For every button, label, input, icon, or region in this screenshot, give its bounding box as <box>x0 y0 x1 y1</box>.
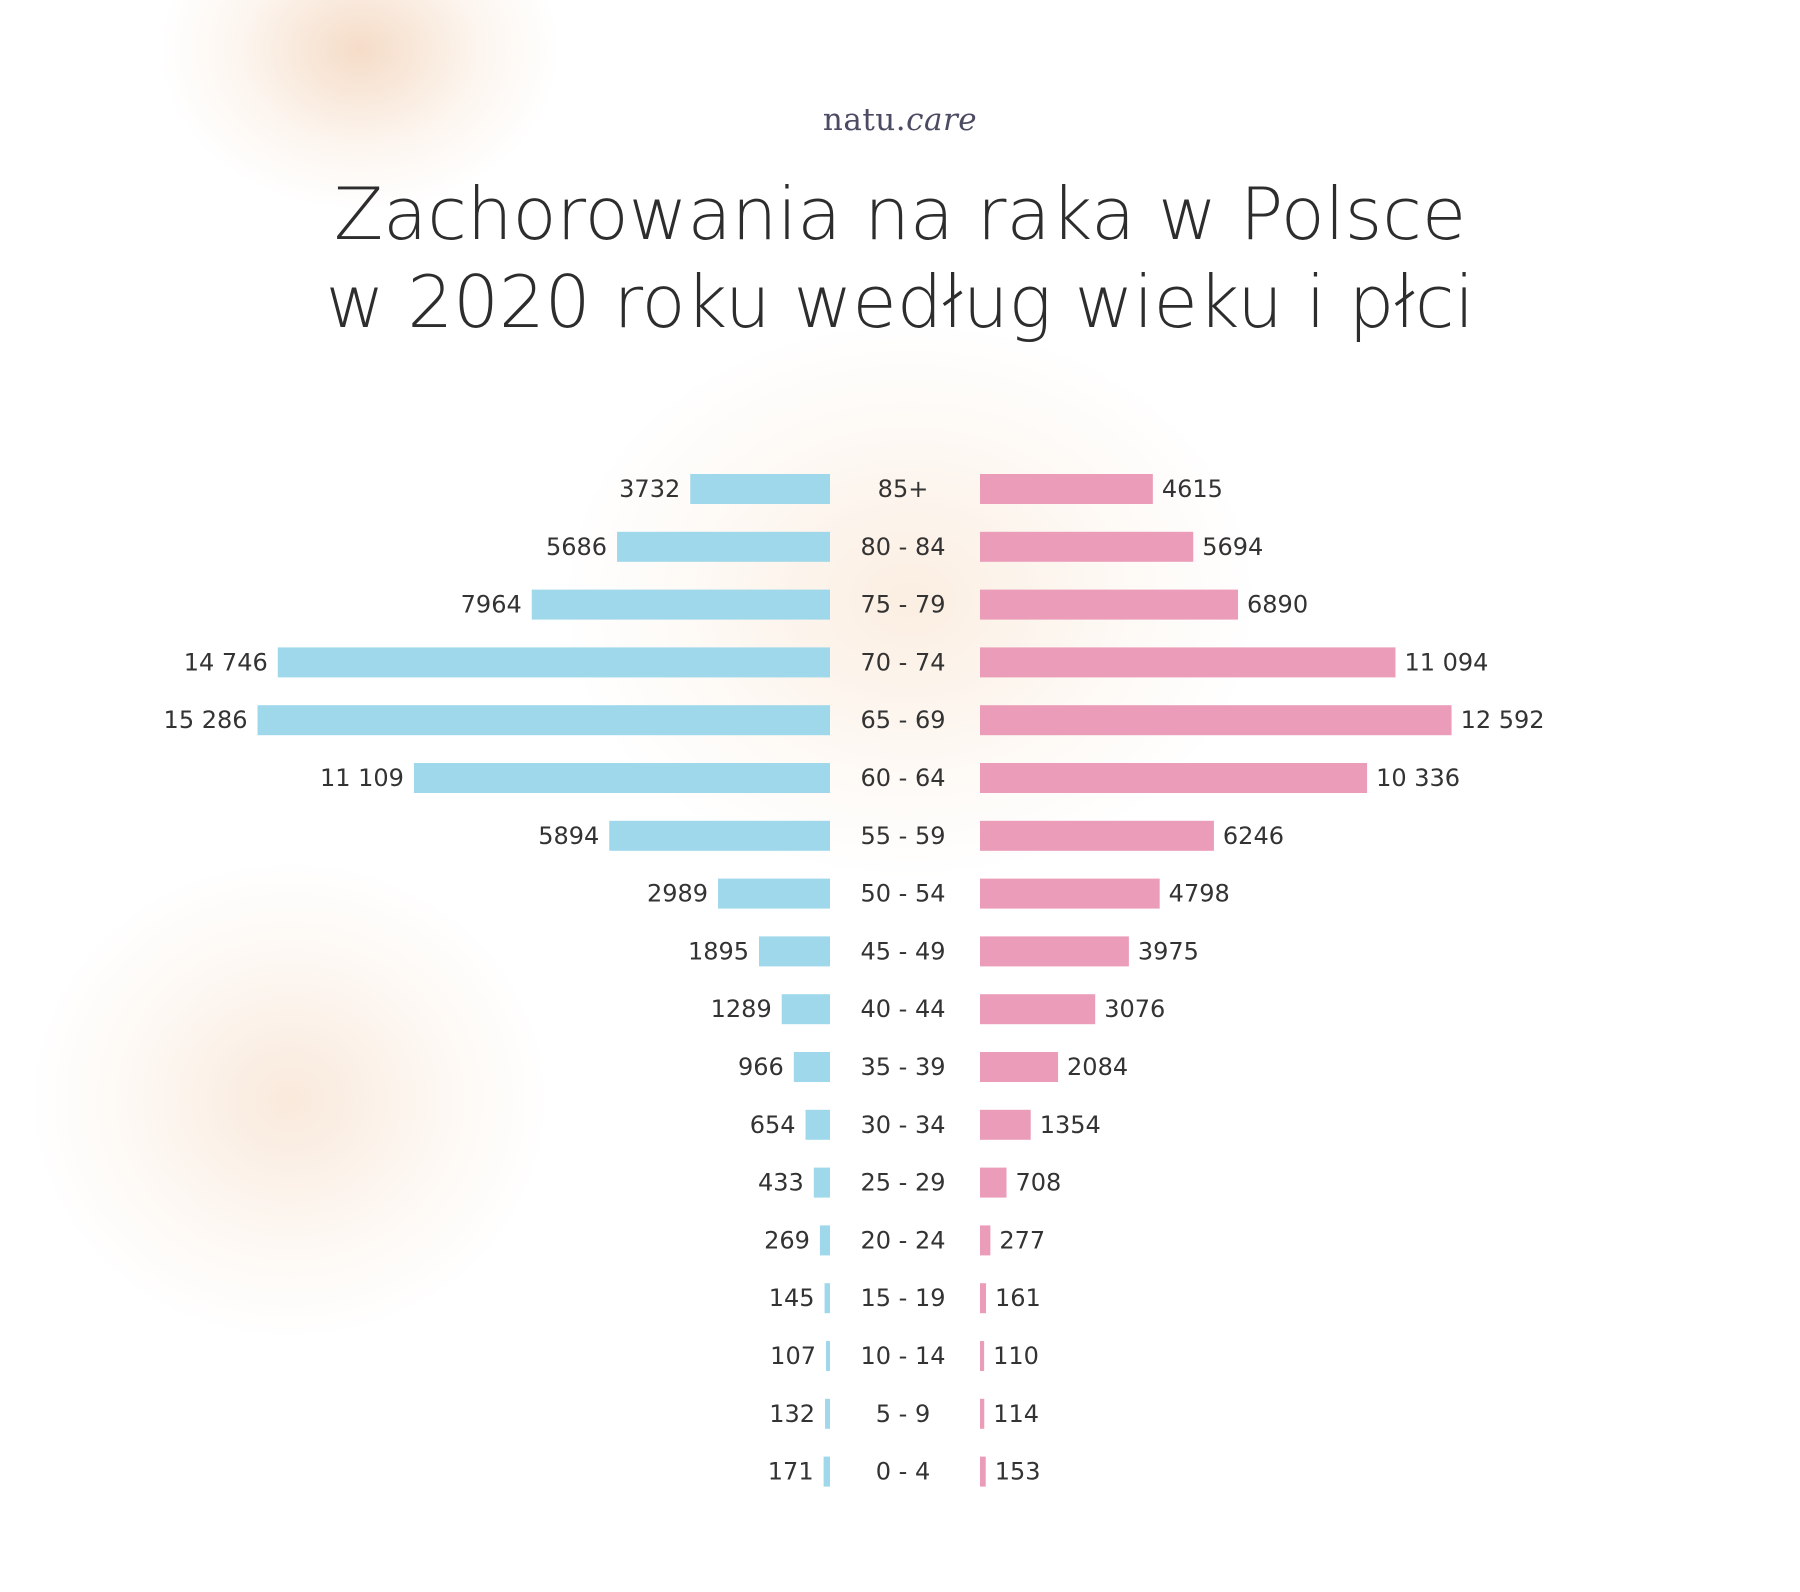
bar-series-2 <box>980 705 1452 736</box>
data-label-series-1: 5894 <box>538 822 599 850</box>
data-label-series-2: 12 592 <box>1461 706 1545 734</box>
data-label-series-2: 5694 <box>1202 533 1263 561</box>
age-group-label: 65 - 69 <box>861 706 946 734</box>
bar-series-1 <box>793 1052 830 1082</box>
logo-brand: natu. <box>822 102 907 138</box>
data-label-series-1: 2989 <box>647 880 708 908</box>
data-label-series-1: 269 <box>764 1226 810 1254</box>
data-label-series-1: 15 286 <box>164 706 248 734</box>
data-label-series-1: 132 <box>769 1400 815 1428</box>
data-label-series-2: 708 <box>1016 1169 1062 1197</box>
bar-series-1 <box>781 994 830 1025</box>
bar-series-1 <box>824 1283 830 1314</box>
age-group-label: 80 - 84 <box>861 533 946 561</box>
brand-logo: natu.care <box>0 102 1800 138</box>
bar-series-2 <box>980 647 1396 678</box>
bar-series-1 <box>823 1456 830 1487</box>
bar-series-1 <box>813 1167 830 1198</box>
data-label-series-2: 6246 <box>1223 822 1284 850</box>
bar-series-1 <box>277 647 830 678</box>
bar-series-2 <box>980 1398 985 1429</box>
bar-series-2 <box>980 474 1153 504</box>
data-label-series-1: 11 109 <box>320 764 404 792</box>
age-group-label: 70 - 74 <box>861 648 946 676</box>
data-label-series-2: 6890 <box>1247 591 1308 619</box>
data-label-series-2: 2084 <box>1067 1053 1128 1081</box>
bar-series-2 <box>980 531 1194 562</box>
data-label-series-1: 654 <box>750 1111 796 1139</box>
age-group-label: 5 - 9 <box>876 1400 930 1428</box>
age-group-label: 55 - 59 <box>861 822 946 850</box>
bar-series-2 <box>980 763 1368 793</box>
age-group-label: 15 - 19 <box>861 1284 946 1312</box>
bar-series-2 <box>980 1225 991 1256</box>
age-group-label: 50 - 54 <box>861 880 946 908</box>
data-label-series-2: 11 094 <box>1404 648 1488 676</box>
bar-series-1 <box>805 1109 830 1140</box>
bar-series-1 <box>825 1341 830 1371</box>
age-group-label: 10 - 14 <box>861 1342 946 1370</box>
data-label-series-1: 433 <box>758 1169 804 1197</box>
data-label-series-2: 277 <box>999 1226 1045 1254</box>
bar-series-2 <box>980 1283 987 1314</box>
chart-title: Zachorowania na raka w Polsce w 2020 rok… <box>0 170 1800 346</box>
data-label-series-2: 114 <box>993 1400 1039 1428</box>
bar-series-1 <box>609 820 830 851</box>
age-group-label: 75 - 79 <box>861 591 946 619</box>
data-label-series-2: 1354 <box>1040 1111 1101 1139</box>
logo-suffix: care <box>906 102 978 138</box>
bar-series-2 <box>980 1052 1059 1082</box>
age-group-label: 35 - 39 <box>861 1053 946 1081</box>
data-label-series-2: 110 <box>993 1342 1039 1370</box>
data-label-series-1: 7964 <box>461 591 522 619</box>
data-label-series-1: 1895 <box>688 937 749 965</box>
chart-title-line-1: Zachorowania na raka w Polsce <box>333 172 1467 256</box>
data-label-series-2: 4615 <box>1162 475 1223 503</box>
bar-series-1 <box>531 589 830 620</box>
bar-series-1 <box>825 1398 830 1429</box>
data-label-series-2: 161 <box>995 1284 1041 1312</box>
bar-series-1 <box>617 531 830 562</box>
data-label-series-2: 10 336 <box>1376 764 1460 792</box>
bar-series-2 <box>980 936 1129 967</box>
bar-series-1 <box>759 936 830 967</box>
data-label-series-2: 3076 <box>1104 995 1165 1023</box>
bar-series-1 <box>690 474 830 504</box>
chart-title-line-2: w 2020 roku według wieku i płci <box>325 260 1475 344</box>
data-label-series-1: 171 <box>768 1458 814 1486</box>
data-label-series-1: 5686 <box>546 533 607 561</box>
age-group-label: 20 - 24 <box>861 1226 946 1254</box>
data-label-series-1: 145 <box>769 1284 815 1312</box>
bar-series-2 <box>980 1341 985 1371</box>
age-group-label: 45 - 49 <box>861 937 946 965</box>
bar-series-2 <box>980 994 1096 1025</box>
bar-series-2 <box>980 1167 1007 1198</box>
bar-series-2 <box>980 820 1214 851</box>
age-group-label: 85+ <box>878 475 929 503</box>
bar-series-1 <box>718 878 830 909</box>
data-label-series-1: 3732 <box>619 475 680 503</box>
bar-series-1 <box>257 705 830 736</box>
age-group-label: 0 - 4 <box>876 1458 930 1486</box>
data-label-series-1: 966 <box>738 1053 784 1081</box>
data-label-series-2: 3975 <box>1138 937 1199 965</box>
age-group-label: 30 - 34 <box>861 1111 946 1139</box>
age-group-label: 60 - 64 <box>861 764 946 792</box>
data-label-series-1: 1289 <box>711 995 772 1023</box>
bar-series-2 <box>980 589 1239 620</box>
data-label-series-2: 4798 <box>1169 880 1230 908</box>
data-label-series-1: 14 746 <box>184 648 268 676</box>
bar-series-1 <box>819 1225 830 1256</box>
data-label-series-2: 153 <box>995 1458 1041 1486</box>
bar-series-2 <box>980 878 1160 909</box>
age-group-label: 25 - 29 <box>861 1169 946 1197</box>
bar-series-2 <box>980 1109 1031 1140</box>
bar-series-1 <box>413 763 830 793</box>
age-group-label: 40 - 44 <box>861 995 946 1023</box>
data-label-series-1: 107 <box>770 1342 816 1370</box>
bar-series-2 <box>980 1456 986 1487</box>
